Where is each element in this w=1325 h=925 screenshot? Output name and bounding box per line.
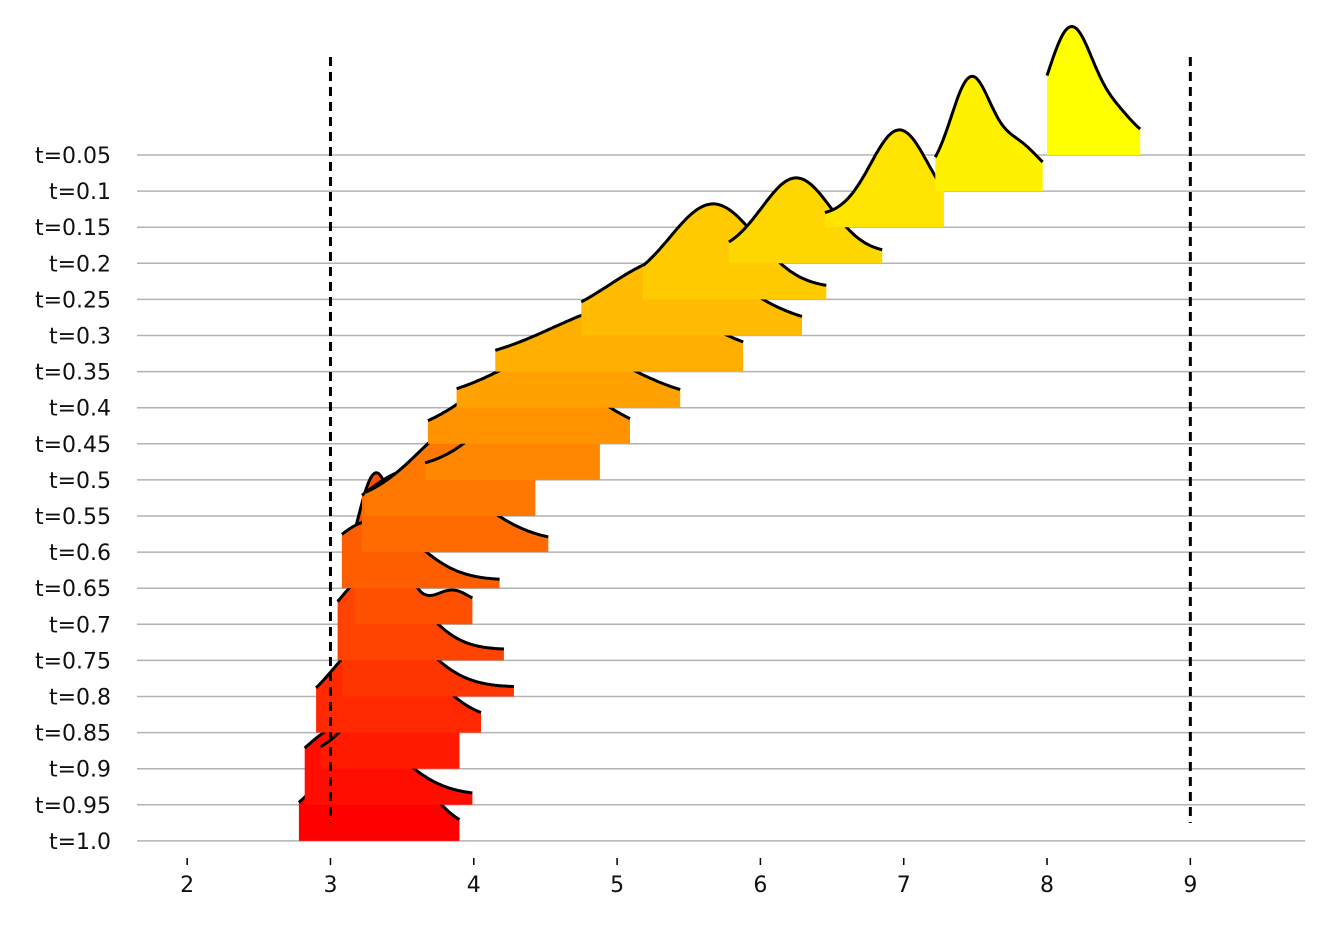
x-tick-label: 3 [323,873,337,898]
x-tick-label: 7 [897,873,911,898]
row-label: t=0.05 [35,144,111,169]
x-tick-label: 2 [180,873,194,898]
ridge-outline [728,176,883,252]
x-tick-label: 5 [610,873,624,898]
row-label: t=0.45 [35,433,111,458]
row-label: t=0.85 [35,722,111,747]
x-axis: 2 3 4 5 6 7 8 9 [180,858,1197,898]
row-label: t=0.75 [35,649,111,674]
row-label: t=0.6 [49,541,111,566]
reference-lines [328,57,1192,823]
row-label: t=0.35 [35,361,111,386]
ridge-t=0.05 [1045,25,1142,155]
row-label: t=0.7 [49,613,111,638]
row-label: t=0.5 [49,469,111,494]
x-tick-label: 4 [467,873,481,898]
row-label: t=0.65 [35,577,111,602]
ridge-outline [1045,25,1142,131]
row-label: t=0.95 [35,794,111,819]
x-tick-label: 6 [753,873,767,898]
ridges [297,25,1142,841]
ridge-t=0.15 [824,128,946,228]
ridge-t=0.1 [933,74,1044,192]
row-label: t=0.1 [49,180,111,205]
ridge-fill [456,348,681,408]
row-label: t=0.4 [49,397,111,422]
ridge-fill [824,129,944,228]
row-label: t=0.2 [49,252,111,277]
row-label: t=0.25 [35,288,111,313]
ridge-fill [728,177,883,264]
row-label: t=0.3 [49,325,111,350]
ridge-t=0.2 [728,176,883,264]
row-label: t=0.8 [49,686,111,711]
ridge-outline [824,128,946,215]
ridge-outline [933,74,1044,164]
row-label: t=0.9 [49,758,111,783]
x-tick-label: 8 [1040,873,1054,898]
row-label: t=1.0 [49,830,111,855]
row-label: t=0.15 [35,216,111,241]
ridge-fill [1047,26,1141,155]
ridge-fill [935,76,1043,192]
row-labels: t=0.05 t=0.1 t=0.15 t=0.2 t=0.25 t=0.3 t=0.35 t… [35,144,111,855]
row-label: t=0.55 [35,505,111,530]
x-tick-label: 9 [1183,873,1197,898]
ridge-outline [641,202,827,287]
